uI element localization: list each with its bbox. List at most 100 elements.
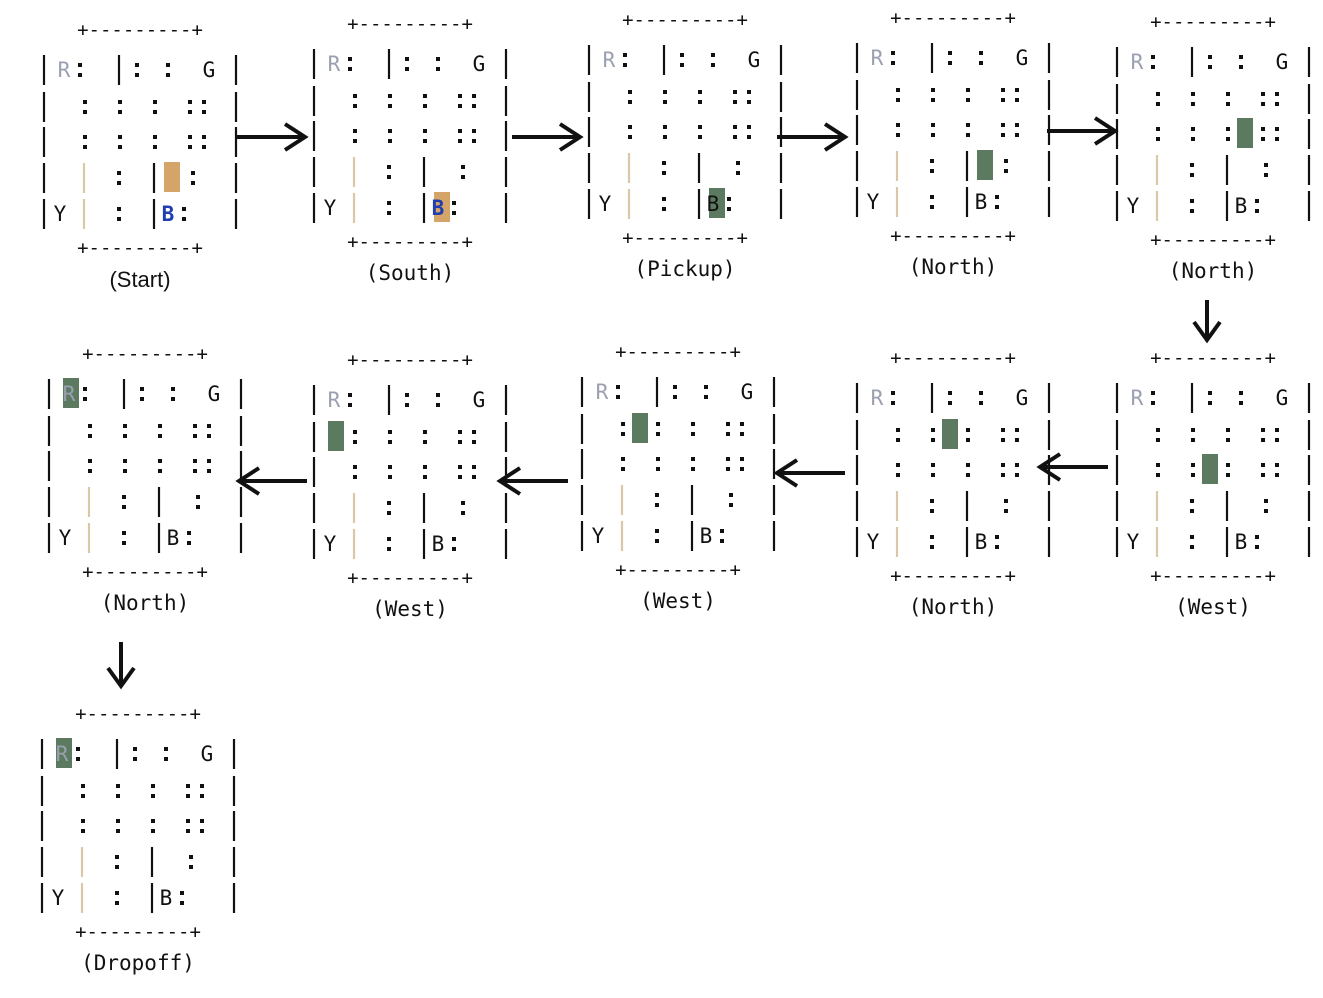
step-caption: (North) [100, 591, 190, 615]
depot-y-label: Y [54, 202, 67, 226]
colon-separator [423, 430, 427, 444]
step-caption: (Dropoff) [81, 951, 195, 975]
colon-separator [930, 195, 934, 209]
depot-b-label: B [975, 190, 988, 214]
colon-separator [472, 94, 476, 108]
top-border: +---------+ [77, 19, 203, 41]
colon-separator [78, 63, 82, 77]
colon-separator [655, 493, 659, 507]
colon-separator [458, 94, 462, 108]
colon-separator [472, 465, 476, 479]
taxi-with-passenger-marker [328, 421, 344, 451]
colon-separator [673, 385, 677, 399]
colon-separator [896, 463, 900, 477]
depot-g-label: G [1016, 386, 1029, 410]
colon-separator [151, 819, 155, 833]
colon-separator [115, 855, 119, 869]
depot-g-label: G [473, 52, 486, 76]
colon-separator [1275, 127, 1279, 141]
depot-g-label: G [741, 380, 754, 404]
colon-separator [118, 100, 122, 114]
colon-separator [948, 391, 952, 405]
colon-separator [1191, 463, 1195, 477]
left-arrow-icon [773, 458, 845, 488]
colon-separator [621, 422, 625, 436]
colon-separator [691, 422, 695, 436]
taxi-with-passenger-marker [632, 413, 648, 443]
colon-separator [1275, 92, 1279, 106]
colon-separator [680, 53, 684, 67]
colon-separator [1004, 159, 1008, 173]
colon-separator [188, 135, 192, 149]
colon-separator [158, 424, 162, 438]
colon-separator [193, 459, 197, 473]
colon-separator [662, 197, 666, 211]
depot-b-label: B [432, 196, 445, 220]
depot-y-label: Y [52, 886, 65, 910]
taxi-grid: +---------+ +---------+ R G Y B [855, 347, 1051, 587]
colon-separator [123, 424, 127, 438]
colon-separator [158, 459, 162, 473]
depot-b-label: B [707, 192, 720, 216]
colon-separator [733, 90, 737, 104]
taxi-grid: +---------+ +---------+ R G Y B [47, 343, 243, 583]
depot-g-label: G [473, 388, 486, 412]
colon-separator [931, 428, 935, 442]
colon-separator [663, 90, 667, 104]
depot-r-label: R [871, 386, 884, 410]
depot-y-label: Y [324, 532, 337, 556]
colon-separator [353, 430, 357, 444]
colon-separator [655, 529, 659, 543]
depot-g-label: G [201, 742, 214, 766]
down-arrow-icon [1192, 300, 1222, 344]
colon-separator [1208, 55, 1212, 69]
step-caption: (North) [908, 595, 998, 619]
colon-separator [153, 100, 157, 114]
colon-separator [736, 161, 740, 175]
colon-separator [966, 88, 970, 102]
step-panel-9: +---------+ +---------+ R G Y B (West) [310, 349, 510, 622]
step-panel-4: +---------+ +---------+ R G Y B (North) [853, 7, 1053, 280]
top-border: +---------+ [622, 9, 748, 31]
depot-r-label: R [596, 380, 609, 404]
bottom-border: +---------+ [890, 225, 1016, 247]
colon-separator [720, 529, 724, 543]
colon-separator [1264, 163, 1268, 177]
colon-separator [122, 531, 126, 545]
depot-g-label: G [203, 58, 216, 82]
taxi-with-passenger-marker [942, 419, 958, 449]
colon-separator [191, 171, 195, 185]
colon-separator [188, 100, 192, 114]
colon-separator [1190, 199, 1194, 213]
taxi-grid: +---------+ +---------+ R G Y B [312, 13, 508, 253]
colon-separator [83, 387, 87, 401]
bottom-border: +---------+ [82, 561, 208, 583]
depot-b-label: B [700, 524, 713, 548]
depot-r-label: R [603, 48, 616, 72]
colon-separator [186, 784, 190, 798]
colon-separator [189, 855, 193, 869]
depot-b-label: B [432, 532, 445, 556]
taxi-with-passenger-marker [709, 188, 725, 218]
colon-separator [733, 125, 737, 139]
colon-separator [698, 125, 702, 139]
depot-r-label: R [328, 52, 341, 76]
bottom-border: +---------+ [347, 231, 473, 253]
colon-separator [81, 784, 85, 798]
colon-separator [353, 94, 357, 108]
colon-separator [387, 201, 391, 215]
depot-y-label: Y [599, 192, 612, 216]
colon-separator [628, 90, 632, 104]
colon-separator [202, 100, 206, 114]
colon-separator [387, 501, 391, 515]
colon-separator [461, 501, 465, 515]
colon-separator [1239, 55, 1243, 69]
colon-separator [891, 51, 895, 65]
colon-separator [966, 123, 970, 137]
colon-separator [1255, 199, 1259, 213]
colon-separator [436, 57, 440, 71]
colon-separator [1151, 55, 1155, 69]
colon-separator [727, 197, 731, 211]
colon-separator [1156, 428, 1160, 442]
colon-separator [387, 165, 391, 179]
